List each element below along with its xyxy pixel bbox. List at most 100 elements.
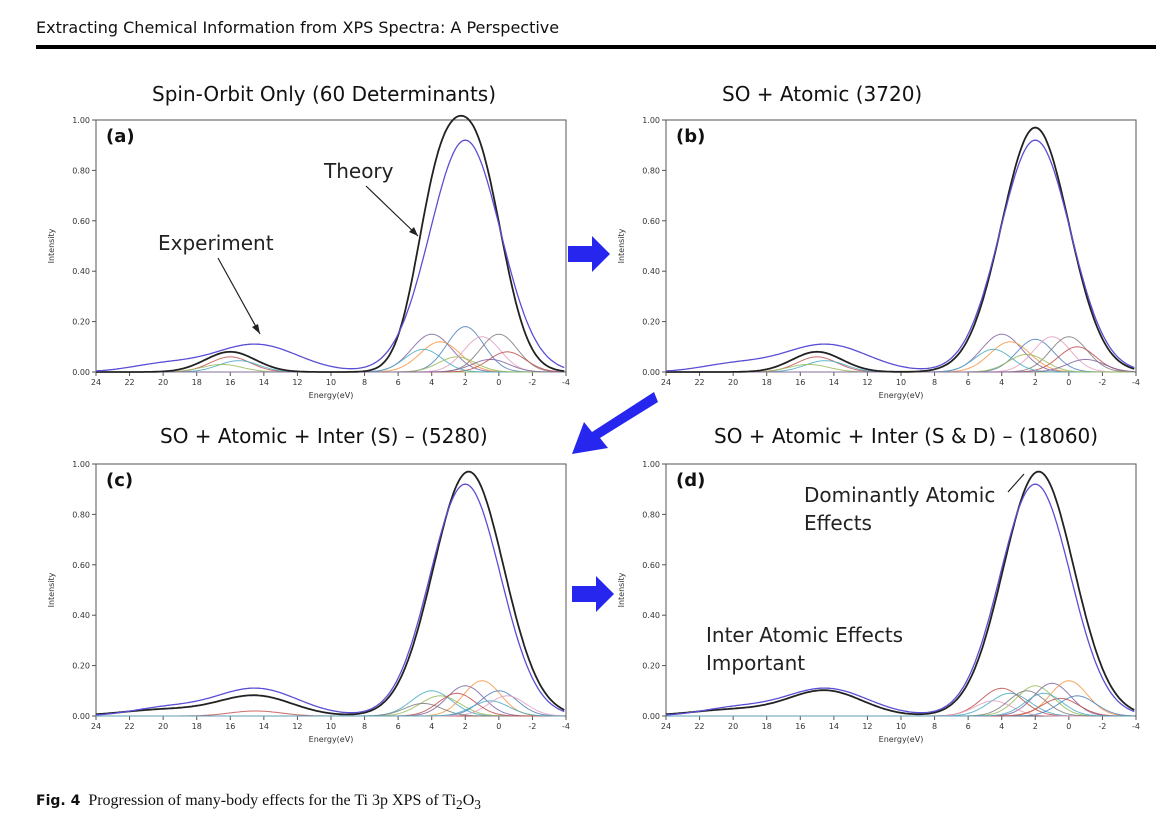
x-tick-label: 24 xyxy=(661,378,671,387)
panel-d: 0.00 0.20 0.40 0.60 0.80 1.00 24 22 20 18 16 14 12 10… xyxy=(606,452,1146,752)
x-tick-label: -2 xyxy=(528,722,536,731)
x-tick-label: 4 xyxy=(999,722,1004,731)
x-tick-label: -2 xyxy=(1098,722,1106,731)
x-tick-label: -2 xyxy=(528,378,536,387)
x-tick-label: 10 xyxy=(326,722,336,731)
arrow-a-to-b-icon xyxy=(568,236,610,272)
x-tick-label: 6 xyxy=(966,722,971,731)
y-tick-label: 0.00 xyxy=(72,368,90,377)
x-tick-label: 16 xyxy=(795,722,805,731)
y-tick-label: 1.00 xyxy=(72,460,90,469)
experiment-curve xyxy=(665,139,1135,372)
caption-text-mid: O xyxy=(462,792,475,809)
panel-c: 0.00 0.20 0.40 0.60 0.80 1.00 24 22 20 18 16 14 12 10… xyxy=(36,452,576,752)
experiment-curve xyxy=(95,139,565,372)
plot-frame xyxy=(95,463,567,717)
running-head: Extracting Chemical Information from XPS… xyxy=(36,18,560,37)
experiment-curve xyxy=(95,483,565,716)
y-tick-label: 0.80 xyxy=(72,166,90,175)
panel-c-title: SO + Atomic + Inter (S) – (5280) xyxy=(160,424,488,448)
x-tick-label: -4 xyxy=(562,378,570,387)
arrow-right-shape xyxy=(572,576,614,612)
theory-pointer xyxy=(365,185,419,237)
x-tick-label: 10 xyxy=(326,378,336,387)
y-tick-label: 0.20 xyxy=(72,318,90,327)
annotation-label: Dominantly Atomic xyxy=(804,483,995,507)
panel-b: 0.00 0.20 0.40 0.60 0.80 1.00 24 22 20 18 16 14 12 10… xyxy=(606,108,1146,408)
panel-b-title: SO + Atomic (3720) xyxy=(722,82,923,106)
x-tick-label: 2 xyxy=(463,722,468,731)
y-tick-label: 0.20 xyxy=(72,662,90,671)
arrow-right-shape xyxy=(568,236,610,272)
y-axis-label: Intensity xyxy=(47,228,56,263)
figure-caption: Fig. 4 Progression of many-body effects f… xyxy=(36,792,481,813)
x-tick-label: 18 xyxy=(762,722,772,731)
x-axis-label: Energy(eV) xyxy=(309,391,354,400)
annotation-label: Effects xyxy=(804,511,872,535)
x-tick-label: 12 xyxy=(292,378,302,387)
x-tick-label: 14 xyxy=(259,378,269,387)
y-tick-label: 0.60 xyxy=(72,217,90,226)
x-tick-label: 0 xyxy=(1066,722,1071,731)
header-rule xyxy=(36,45,1156,49)
y-tick-label: 0.00 xyxy=(72,712,90,721)
x-axis-label: Energy(eV) xyxy=(879,391,924,400)
x-tick-label: 20 xyxy=(158,722,168,731)
x-tick-label: 22 xyxy=(124,722,134,731)
x-tick-label: 6 xyxy=(396,378,401,387)
x-tick-label: 16 xyxy=(225,722,235,731)
x-tick-label: 20 xyxy=(158,378,168,387)
x-tick-label: 8 xyxy=(362,378,367,387)
experiment-pointer xyxy=(217,257,261,335)
annotation-label: Inter Atomic Effects xyxy=(706,623,903,647)
arrow-c-to-d-icon xyxy=(572,576,614,612)
panel-d-title: SO + Atomic + Inter (S & D) – (18060) xyxy=(714,424,1099,448)
x-tick-label: 18 xyxy=(192,378,202,387)
panel-label: (a) xyxy=(106,126,135,147)
y-tick-label: 0.00 xyxy=(642,712,660,721)
annotation-label: Theory xyxy=(323,159,394,183)
theory-curve xyxy=(665,470,1135,716)
x-tick-label: 16 xyxy=(225,378,235,387)
x-tick-label: 8 xyxy=(932,378,937,387)
x-tick-label: -4 xyxy=(1132,722,1140,731)
caption-text: Progression of many-body effects for the… xyxy=(88,792,457,809)
y-tick-label: 0.40 xyxy=(642,611,660,620)
x-tick-label: 24 xyxy=(91,722,101,731)
x-tick-label: 22 xyxy=(124,378,134,387)
experiment-curve xyxy=(665,483,1135,716)
x-tick-label: 20 xyxy=(728,378,738,387)
plot-frame xyxy=(665,119,1137,373)
x-tick-label: 8 xyxy=(362,722,367,731)
y-tick-label: 1.00 xyxy=(642,460,660,469)
x-tick-label: 16 xyxy=(795,378,805,387)
x-tick-label: 4 xyxy=(999,378,1004,387)
x-tick-label: 2 xyxy=(463,378,468,387)
y-tick-label: 0.40 xyxy=(642,267,660,276)
x-tick-label: 8 xyxy=(932,722,937,731)
x-tick-label: 4 xyxy=(429,722,434,731)
x-tick-label: 6 xyxy=(396,722,401,731)
y-tick-label: 0.80 xyxy=(642,166,660,175)
x-tick-label: 0 xyxy=(1066,378,1071,387)
y-tick-label: 1.00 xyxy=(642,116,660,125)
panel-a-title: Spin-Orbit Only (60 Determinants) xyxy=(152,82,497,106)
x-tick-label: 22 xyxy=(694,378,704,387)
plot-frame xyxy=(95,119,567,373)
x-tick-label: 4 xyxy=(429,378,434,387)
caption-subscript-1: 2 xyxy=(456,797,463,813)
y-tick-label: 0.80 xyxy=(72,510,90,519)
theory-curve xyxy=(666,126,1135,373)
theory-pointer-head xyxy=(409,227,418,236)
y-tick-label: 0.00 xyxy=(642,368,660,377)
x-tick-label: 12 xyxy=(862,722,872,731)
panel-a: 0.00 0.20 0.40 0.60 0.80 1.00 24 22 20 18 16 14 12 10… xyxy=(36,108,576,408)
annotation-label: Experiment xyxy=(158,231,274,255)
experiment-pointer-head xyxy=(252,324,260,334)
x-tick-label: 0 xyxy=(496,378,501,387)
y-tick-label: 0.60 xyxy=(642,561,660,570)
x-tick-label: -2 xyxy=(1098,378,1106,387)
y-tick-label: 0.60 xyxy=(72,561,90,570)
